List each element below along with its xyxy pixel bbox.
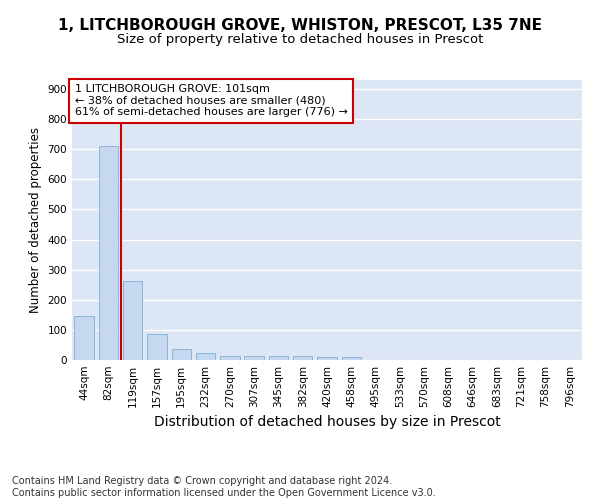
Text: 1, LITCHBOROUGH GROVE, WHISTON, PRESCOT, L35 7NE: 1, LITCHBOROUGH GROVE, WHISTON, PRESCOT,…	[58, 18, 542, 32]
Bar	[341, 357, 361, 360]
Bar	[74, 316, 94, 360]
Text: 1 LITCHBOROUGH GROVE: 101sqm
← 38% of detached houses are smaller (480)
61% of s: 1 LITCHBOROUGH GROVE: 101sqm ← 38% of de…	[74, 84, 347, 117]
Y-axis label: Number of detached properties: Number of detached properties	[29, 127, 42, 313]
Bar	[147, 334, 167, 360]
Text: Contains HM Land Registry data © Crown copyright and database right 2024.
Contai: Contains HM Land Registry data © Crown c…	[12, 476, 436, 498]
Bar	[269, 356, 288, 360]
Bar	[220, 356, 239, 360]
Bar	[293, 356, 313, 360]
Bar	[317, 357, 337, 360]
X-axis label: Distribution of detached houses by size in Prescot: Distribution of detached houses by size …	[154, 416, 500, 430]
Text: Size of property relative to detached houses in Prescot: Size of property relative to detached ho…	[117, 32, 483, 46]
Bar	[244, 356, 264, 360]
Bar	[99, 146, 118, 360]
Bar	[172, 349, 191, 360]
Bar	[196, 354, 215, 360]
Bar	[123, 281, 142, 360]
